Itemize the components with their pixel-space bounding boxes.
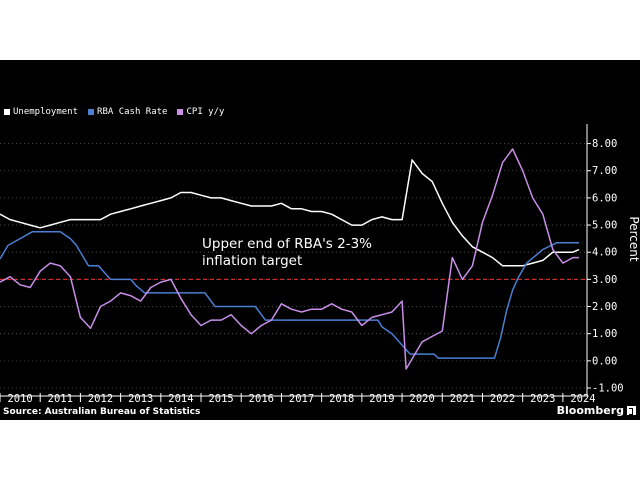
y-tick-label: 1.00 — [592, 328, 617, 340]
legend-swatch-cash-rate — [88, 109, 95, 115]
chart-panel: Unemployment RBA Cash Rate CPI y/y -1.00… — [0, 60, 640, 420]
x-tick-label: 2015 — [208, 393, 233, 405]
x-tick-label: 2021 — [450, 393, 475, 405]
target-annotation: Upper end of RBA's 2-3% inflation target — [202, 236, 372, 269]
chart-subtitle: Inflation is cooling only gradually, une… — [4, 24, 426, 39]
y-tick-label: 0.00 — [592, 355, 617, 367]
x-tick-label: 2018 — [329, 393, 354, 405]
brand-name: Bloomberg — [556, 404, 624, 417]
y-tick-label: 6.00 — [592, 192, 617, 204]
y-axis-label: Percent — [627, 216, 640, 261]
series-cash-rate-line — [0, 231, 579, 359]
series-cpi-line — [0, 148, 579, 370]
legend-label-cash-rate: RBA Cash Rate — [97, 107, 168, 117]
x-tick-label: 2020 — [410, 393, 435, 405]
y-tick-label: 3.00 — [592, 274, 617, 286]
source-note: Source: Australian Bureau of Statistics — [3, 407, 201, 417]
x-tick-label: 2014 — [168, 393, 193, 405]
y-tick-label: 4.00 — [592, 247, 617, 259]
x-tick-label: 2012 — [88, 393, 113, 405]
y-tick-label: 8.00 — [592, 138, 617, 150]
legend-swatch-unemployment — [4, 109, 10, 115]
x-tick-label: 2013 — [128, 393, 153, 405]
y-tick-label: -1.00 — [592, 383, 624, 395]
brand: Bloomberg — [557, 404, 636, 417]
legend-item-unemployment: Unemployment — [4, 107, 78, 117]
y-tick-label: 2.00 — [592, 301, 617, 313]
legend: Unemployment RBA Cash Rate CPI y/y — [4, 107, 224, 117]
legend-label-cpi: CPI y/y — [186, 107, 225, 117]
x-tick-label: 2010 — [7, 393, 32, 405]
x-tick-label: 2022 — [490, 393, 515, 405]
line-chart: -1.00 0.00 1.00 2.00 3.00 4.00 5.00 6.00 7.00 8.0… — [0, 124, 640, 405]
x-tick-label: 2011 — [48, 393, 73, 405]
bloomberg-logo-icon — [627, 406, 636, 415]
legend-swatch-cpi — [177, 109, 184, 115]
x-tick-label: 2019 — [369, 393, 394, 405]
x-tick-label: 2017 — [289, 393, 314, 405]
y-tick-label: 5.00 — [592, 220, 617, 232]
legend-label-unemployment: Unemployment — [13, 107, 79, 117]
legend-item-cpi: CPI y/y — [177, 107, 224, 117]
chart-title: RBA Is Grappling With Mixed Bag of Econo… — [4, 2, 524, 23]
x-tick-label: 2024 — [570, 393, 595, 405]
x-tick-label: 2023 — [530, 393, 555, 405]
x-tick-label: 2016 — [249, 393, 274, 405]
legend-item-cash-rate: RBA Cash Rate — [88, 107, 167, 117]
y-tick-label: 7.00 — [592, 165, 617, 177]
series-unemployment-line — [0, 159, 580, 267]
